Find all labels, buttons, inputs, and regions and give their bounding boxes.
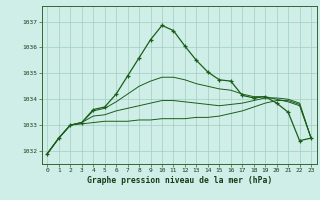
X-axis label: Graphe pression niveau de la mer (hPa): Graphe pression niveau de la mer (hPa) (87, 176, 272, 185)
